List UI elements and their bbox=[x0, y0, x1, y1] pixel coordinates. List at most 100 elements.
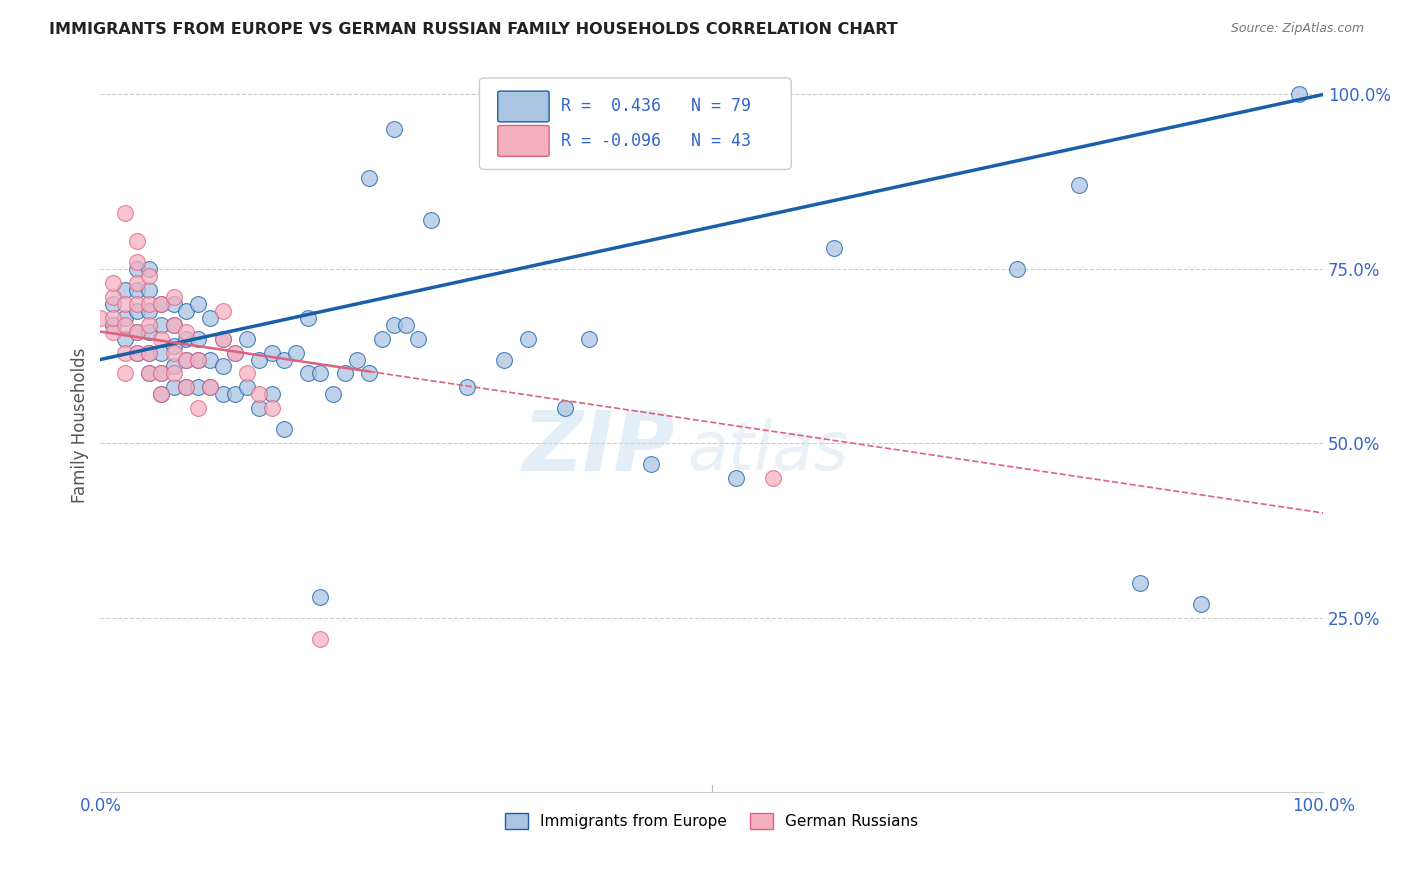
Point bbox=[125, 345, 148, 359]
Point bbox=[247, 352, 270, 367]
Point bbox=[419, 213, 441, 227]
Point bbox=[211, 332, 233, 346]
Point bbox=[150, 387, 173, 401]
Point bbox=[150, 387, 173, 401]
Point bbox=[187, 296, 209, 310]
Point bbox=[114, 332, 136, 346]
Point bbox=[1288, 87, 1310, 102]
Point bbox=[236, 332, 259, 346]
Point bbox=[138, 325, 160, 339]
Point bbox=[492, 352, 515, 367]
Point bbox=[260, 387, 283, 401]
Point bbox=[163, 296, 186, 310]
Point bbox=[200, 352, 222, 367]
Point bbox=[114, 206, 136, 220]
Point bbox=[138, 261, 160, 276]
Point bbox=[138, 345, 160, 359]
Point bbox=[138, 296, 160, 310]
Point bbox=[273, 422, 295, 436]
Point bbox=[273, 352, 295, 367]
Point bbox=[163, 367, 186, 381]
Point bbox=[114, 345, 136, 359]
Point bbox=[224, 345, 246, 359]
Point bbox=[150, 318, 173, 332]
Point bbox=[285, 345, 308, 359]
Point bbox=[101, 290, 124, 304]
Point bbox=[150, 345, 173, 359]
Point bbox=[359, 367, 381, 381]
Point bbox=[138, 367, 160, 381]
Point bbox=[309, 590, 332, 604]
Point bbox=[1007, 261, 1029, 276]
Point bbox=[236, 380, 259, 394]
Point bbox=[89, 310, 111, 325]
Point bbox=[200, 380, 222, 394]
Point bbox=[200, 310, 222, 325]
Point bbox=[346, 352, 368, 367]
Point bbox=[125, 325, 148, 339]
Point bbox=[187, 332, 209, 346]
Point bbox=[125, 296, 148, 310]
Point bbox=[125, 325, 148, 339]
FancyBboxPatch shape bbox=[479, 78, 792, 169]
Text: ZIP: ZIP bbox=[523, 408, 675, 488]
Point bbox=[211, 332, 233, 346]
Point bbox=[125, 345, 148, 359]
Point bbox=[187, 352, 209, 367]
Point bbox=[200, 380, 222, 394]
Point bbox=[138, 367, 160, 381]
Point bbox=[101, 325, 124, 339]
Point bbox=[163, 345, 186, 359]
Point bbox=[163, 290, 186, 304]
Point bbox=[762, 471, 785, 485]
Point bbox=[114, 296, 136, 310]
Point bbox=[163, 318, 186, 332]
Text: atlas: atlas bbox=[688, 418, 848, 484]
Point bbox=[382, 318, 405, 332]
Point bbox=[187, 401, 209, 416]
Point bbox=[370, 332, 392, 346]
Point bbox=[174, 352, 197, 367]
Point bbox=[725, 471, 748, 485]
Point bbox=[101, 296, 124, 310]
Text: Source: ZipAtlas.com: Source: ZipAtlas.com bbox=[1230, 22, 1364, 36]
Point bbox=[150, 367, 173, 381]
Point bbox=[150, 367, 173, 381]
Point bbox=[456, 380, 478, 394]
Point bbox=[150, 332, 173, 346]
Point bbox=[823, 241, 845, 255]
Point bbox=[174, 325, 197, 339]
Point bbox=[578, 332, 600, 346]
Point bbox=[114, 283, 136, 297]
Point bbox=[125, 261, 148, 276]
Point bbox=[125, 303, 148, 318]
Point bbox=[138, 318, 160, 332]
Point bbox=[1067, 178, 1090, 193]
Point bbox=[1129, 575, 1152, 590]
Point bbox=[174, 332, 197, 346]
Point bbox=[163, 318, 186, 332]
Point bbox=[297, 310, 319, 325]
Point bbox=[187, 380, 209, 394]
Point bbox=[163, 380, 186, 394]
Text: R = -0.096   N = 43: R = -0.096 N = 43 bbox=[561, 132, 751, 150]
Point bbox=[309, 367, 332, 381]
Point bbox=[101, 276, 124, 290]
Point bbox=[114, 367, 136, 381]
Point bbox=[150, 296, 173, 310]
Point bbox=[406, 332, 429, 346]
FancyBboxPatch shape bbox=[498, 91, 550, 122]
Point bbox=[359, 171, 381, 186]
Y-axis label: Family Households: Family Households bbox=[72, 348, 89, 503]
Point bbox=[224, 345, 246, 359]
Point bbox=[224, 387, 246, 401]
Point bbox=[163, 359, 186, 374]
Point bbox=[114, 310, 136, 325]
Point bbox=[138, 345, 160, 359]
Point bbox=[138, 283, 160, 297]
Point bbox=[1189, 597, 1212, 611]
Point bbox=[309, 632, 332, 646]
Point bbox=[125, 276, 148, 290]
Point bbox=[517, 332, 540, 346]
Point bbox=[333, 367, 356, 381]
